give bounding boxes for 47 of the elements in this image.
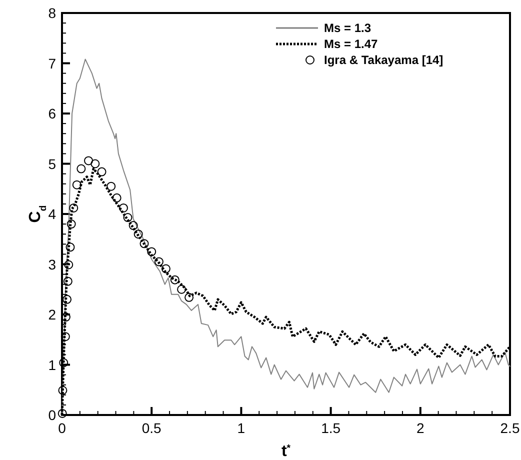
point bbox=[134, 230, 143, 239]
y-tick-label: 3 bbox=[48, 256, 56, 272]
point bbox=[64, 260, 74, 270]
point bbox=[118, 203, 128, 212]
point bbox=[58, 386, 68, 395]
point bbox=[63, 276, 72, 286]
legend-label: Ms = 1.3 bbox=[324, 21, 372, 35]
point bbox=[90, 159, 100, 168]
point bbox=[66, 242, 75, 252]
point bbox=[140, 239, 149, 248]
x-tick-label: 2 bbox=[416, 420, 424, 436]
point bbox=[84, 156, 94, 166]
point bbox=[112, 193, 122, 202]
x-tick-label: 0.5 bbox=[142, 420, 162, 436]
x-axis-title: t$^{*}$ bbox=[281, 442, 291, 460]
legend-label: Igra & Takayama [14] bbox=[324, 53, 444, 67]
point bbox=[123, 213, 132, 222]
point bbox=[59, 358, 68, 368]
y-tick-label: 1 bbox=[48, 356, 56, 373]
point bbox=[177, 284, 186, 294]
point bbox=[76, 164, 86, 174]
point bbox=[60, 332, 70, 342]
point bbox=[106, 182, 116, 191]
y-tick-label: 7 bbox=[48, 55, 56, 72]
y-tick-label: 2 bbox=[48, 306, 56, 322]
y-tick-label: 4 bbox=[48, 206, 56, 222]
point bbox=[184, 292, 194, 302]
y-tick-label: 8 bbox=[48, 5, 56, 21]
x-tick-label: 1 bbox=[237, 420, 246, 436]
y-tick-label: 0 bbox=[48, 407, 56, 423]
x-tick-label: 1.5 bbox=[321, 420, 341, 436]
point bbox=[97, 167, 106, 176]
point bbox=[72, 180, 82, 190]
point bbox=[170, 275, 180, 284]
point bbox=[147, 247, 156, 256]
x-tick-label: 2.5 bbox=[500, 420, 520, 436]
x-tick-label: 0 bbox=[58, 420, 66, 436]
y-tick-label: 5 bbox=[48, 156, 56, 172]
point bbox=[58, 408, 67, 418]
point bbox=[66, 220, 76, 229]
legend-label: Ms = 1.47 bbox=[324, 37, 378, 51]
point bbox=[154, 257, 164, 266]
y-tick-label: 6 bbox=[48, 106, 56, 122]
point bbox=[128, 221, 138, 230]
point bbox=[161, 264, 170, 274]
point bbox=[69, 203, 78, 212]
point bbox=[62, 294, 72, 304]
